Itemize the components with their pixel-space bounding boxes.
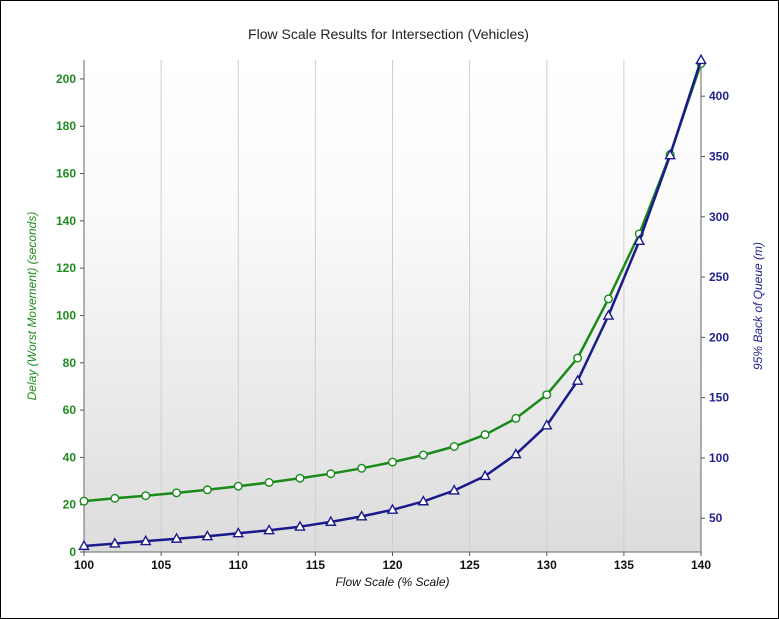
data-point-circle: [542, 390, 552, 400]
y-tick-label-right: 50: [709, 511, 723, 525]
data-point-triangle: [263, 524, 275, 535]
x-tick-label: 130: [537, 558, 557, 572]
x-axis-title: Flow Scale (% Scale): [335, 575, 449, 589]
data-point-triangle: [417, 495, 430, 506]
data-point-circle: [141, 491, 151, 501]
y-tick-label-left: 140: [56, 214, 76, 228]
data-point-triangle: [355, 510, 368, 521]
axes: 100 105 110 115 120 125 130 135 140 0 20 40 60 80 100 1…: [56, 60, 729, 572]
x-tick-label: 105: [151, 558, 171, 572]
data-point-triangle: [294, 520, 306, 531]
data-point-triangle: [510, 448, 522, 459]
data-point-triangle: [386, 503, 399, 514]
y-axis-title-right: 95% Back of Queue (m): [751, 242, 765, 370]
y-tick-label-left: 0: [69, 545, 76, 559]
data-point-triangle: [201, 530, 214, 541]
data-point-circle: [264, 477, 274, 487]
y-tick-label-left: 40: [63, 450, 77, 464]
data-point-triangle: [664, 149, 676, 160]
data-point-circle: [449, 442, 459, 452]
data-point-circle: [110, 493, 120, 503]
y-tick-label-right: 250: [709, 270, 729, 284]
x-tick-label: 125: [460, 558, 480, 572]
y-tick-label-right: 100: [709, 451, 729, 465]
data-point-circle: [357, 463, 367, 473]
data-point-triangle: [479, 469, 491, 481]
y-tick-label-left: 200: [56, 72, 76, 86]
chart-title: Flow Scale Results for Intersection (Veh…: [248, 26, 529, 42]
data-point-circle: [202, 485, 212, 495]
x-tick-label: 140: [691, 558, 711, 572]
series-layer: [78, 53, 707, 551]
x-tick-label: 100: [74, 558, 94, 572]
y-tick-label-left: 60: [63, 403, 77, 417]
series-delay: [79, 59, 706, 506]
data-point-triangle: [571, 374, 584, 385]
data-point-circle: [480, 430, 490, 440]
x-tick-label: 110: [229, 558, 249, 572]
x-tick-label: 135: [614, 558, 634, 572]
y-tick-label-left: 100: [56, 308, 76, 322]
data-point-triangle: [448, 484, 460, 495]
y-tick-label-left: 160: [56, 167, 76, 181]
data-point-circle: [573, 353, 583, 363]
data-point-triangle: [78, 539, 90, 551]
data-point-circle: [79, 496, 89, 506]
data-point-circle: [172, 488, 182, 498]
y-tick-label-right: 400: [709, 89, 729, 103]
data-point-triangle: [695, 53, 707, 65]
x-tick-label: 115: [306, 558, 326, 572]
data-point-triangle: [325, 515, 337, 526]
data-point-triangle: [109, 537, 121, 548]
data-point-circle: [326, 469, 336, 479]
data-point-triangle: [232, 527, 245, 538]
data-point-triangle: [139, 534, 152, 546]
data-point-triangle: [633, 234, 646, 245]
data-point-circle: [418, 450, 428, 460]
y-tick-label-left: 180: [56, 119, 76, 133]
y-tick-label-right: 150: [709, 391, 729, 405]
data-point-circle: [233, 481, 243, 491]
y-tick-label-right: 350: [709, 149, 729, 163]
data-point-circle: [511, 413, 521, 423]
y-tick-label-right: 200: [709, 330, 729, 344]
y-tick-label-left: 20: [63, 498, 77, 512]
data-point-circle: [295, 473, 305, 483]
y-tick-label-left: 120: [56, 261, 76, 275]
data-point-triangle: [602, 309, 615, 320]
x-tick-label: 120: [382, 558, 402, 572]
data-point-triangle: [170, 532, 183, 543]
data-point-circle: [388, 457, 398, 467]
series-queue: [78, 53, 707, 551]
y-tick-label-right: 300: [709, 210, 729, 224]
data-point-circle: [603, 294, 613, 304]
y-tick-label-left: 80: [63, 356, 77, 370]
y-axis-title-left: Delay (Worst Movement) (seconds): [25, 212, 39, 401]
data-point-triangle: [540, 419, 553, 430]
